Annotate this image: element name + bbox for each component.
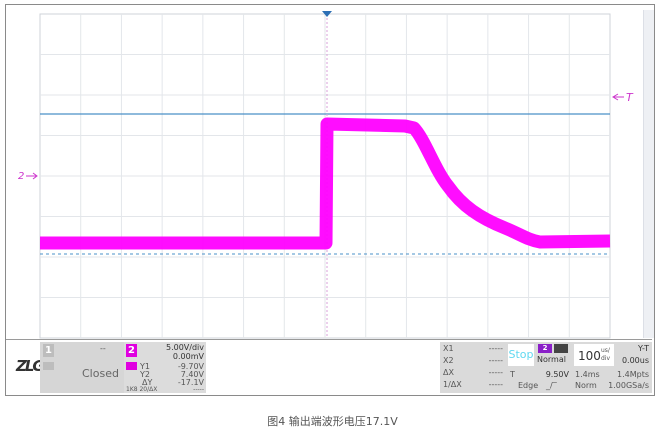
timebase-unit-div: div (601, 355, 611, 362)
x1-value: ----- (488, 344, 503, 353)
y2-label: Y2 (140, 370, 150, 379)
y2-value: 7.40V (180, 370, 204, 379)
memory-time: 1.4ms (575, 370, 600, 379)
channel-2-panel[interactable]: 2 5.00V/div 0.00mV Y1 -9.70V Y2 7.40V ΔY… (124, 342, 206, 393)
channel-2-bandwidth: 1K8 20/ΔX (126, 386, 158, 393)
trigger-slope-icon (554, 344, 568, 353)
status-bar: ZLG® 1 -- Closed 2 5.00V/div 0.00mV Y1 -… (6, 339, 652, 395)
trigger-level-marker[interactable]: T (626, 91, 634, 104)
channel-1-coupling-icon (43, 362, 54, 370)
timebase-value: 100 (578, 349, 601, 363)
trigger-level-arrow-icon[interactable] (612, 93, 624, 101)
cursor-panel[interactable]: X1 ----- X2 ----- ΔX ----- 1/ΔX ----- (440, 342, 506, 393)
trigger-source-badge[interactable]: 2 (538, 344, 552, 353)
sample-rate: 1.00GSa/s (608, 381, 649, 390)
memory-depth: 1.4Mpts (616, 370, 649, 379)
channel-2-scale: 5.00V/div (165, 343, 204, 352)
channel-1-panel[interactable]: 1 -- Closed (40, 342, 124, 393)
x1-label: X1 (443, 344, 454, 353)
trigger-mode[interactable]: Normal (537, 355, 566, 364)
rising-edge-icon: _/‾ (546, 381, 557, 390)
x2-value: ----- (488, 356, 503, 365)
logo-text: ZLG (16, 357, 45, 375)
x2-label: X2 (443, 356, 454, 365)
channel-1-scale: -- (100, 344, 106, 353)
channel-2-coupling-icon (126, 362, 137, 370)
dx-label: ΔX (443, 368, 454, 377)
acquisition-mode: Norm (575, 381, 597, 390)
inv-dx-value: ----- (488, 380, 503, 389)
trigger-level-value: 9.50V (545, 370, 569, 379)
channel-1-badge[interactable]: 1 (43, 344, 54, 357)
vertical-scrollbar[interactable] (643, 10, 654, 338)
channel-2-badge[interactable]: 2 (126, 344, 137, 357)
display-mode: Y-T (638, 344, 649, 353)
trigger-position-marker-icon[interactable] (322, 11, 332, 17)
channel-2-offset: 0.00mV (172, 352, 204, 361)
dy-label: ΔY (142, 378, 153, 387)
channel-2-arrow-icon[interactable] (26, 172, 38, 180)
trigger-type: Edge (518, 381, 539, 390)
inv-dx-label: 1/ΔX (443, 380, 462, 389)
timebase-unit: us/ (601, 347, 610, 354)
dx-value: ----- (488, 368, 503, 377)
figure-caption: 图4 输出端波形电压17.1V (267, 415, 398, 428)
waveform-display: 2 T (18, 11, 634, 339)
inv-dy-value: ----- (193, 386, 204, 393)
channel-2-marker[interactable]: 2 (18, 171, 24, 182)
trigger-label: T (510, 370, 515, 379)
run-stop-button[interactable]: Stop (508, 344, 534, 366)
timebase-control[interactable]: 100 us/ div (574, 344, 614, 366)
y1-label: Y1 (140, 362, 150, 371)
y1-value: -9.70V (177, 362, 204, 371)
timebase-panel[interactable]: 100 us/ div Y-T 0.00us 1.4ms 1.4Mpts Nor… (572, 342, 652, 393)
channel-1-state: Closed (82, 367, 119, 380)
horizontal-delay: 0.00us (621, 356, 649, 365)
channel-2-trace (40, 117, 611, 250)
trigger-panel[interactable]: Stop 2 Normal T 9.50V Edge _/‾ (506, 342, 572, 393)
dy-value: -17.1V (177, 378, 204, 387)
